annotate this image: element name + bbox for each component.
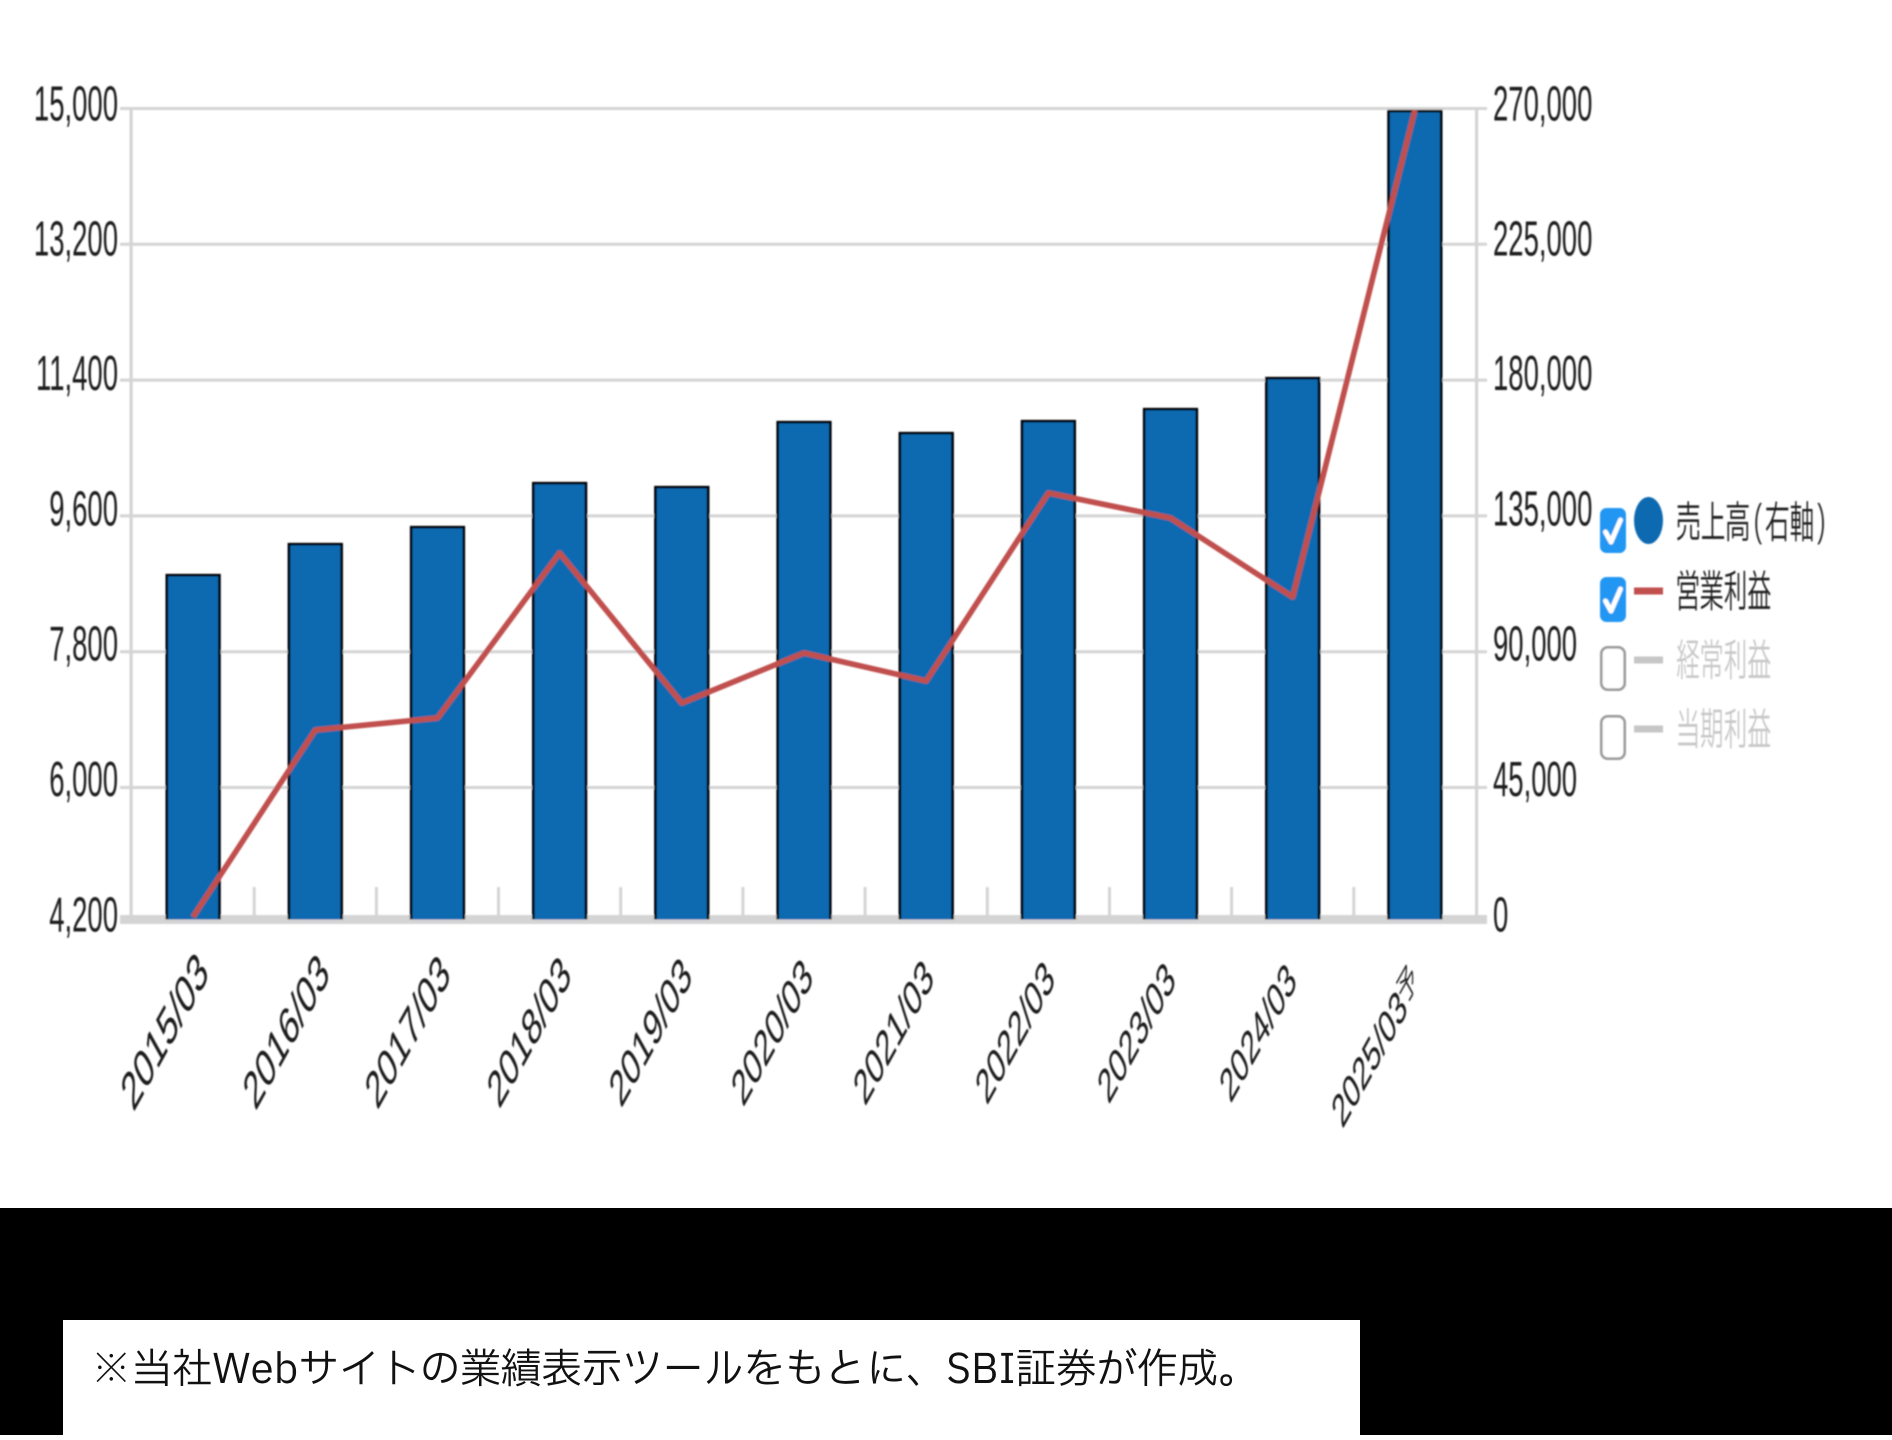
svg-text:9,600: 9,600 bbox=[49, 482, 118, 536]
svg-text:4,200: 4,200 bbox=[49, 888, 118, 942]
svg-text:225,000: 225,000 bbox=[1493, 212, 1592, 266]
svg-text:45,000: 45,000 bbox=[1493, 753, 1577, 807]
svg-text:135,000: 135,000 bbox=[1493, 482, 1592, 536]
svg-text:0: 0 bbox=[1493, 888, 1508, 942]
svg-text:11,400: 11,400 bbox=[36, 347, 118, 401]
svg-text:13,200: 13,200 bbox=[34, 212, 118, 266]
svg-text:15,000: 15,000 bbox=[34, 77, 118, 131]
svg-text:6,000: 6,000 bbox=[49, 753, 118, 807]
svg-text:7,800: 7,800 bbox=[49, 617, 118, 671]
svg-text:180,000: 180,000 bbox=[1493, 347, 1592, 401]
svg-text:90,000: 90,000 bbox=[1493, 617, 1577, 671]
svg-text:270,000: 270,000 bbox=[1493, 77, 1592, 131]
